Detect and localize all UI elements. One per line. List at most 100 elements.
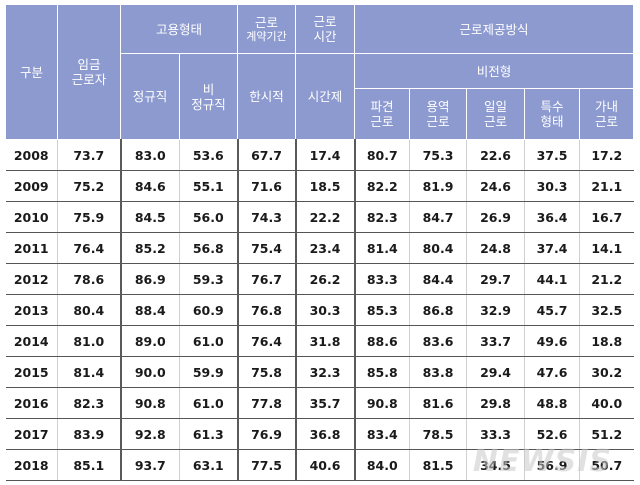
header-regular: 정규직: [120, 53, 180, 140]
cell: 29.7: [466, 263, 525, 295]
cell: 85.3: [353, 294, 410, 326]
cell: 63.1: [178, 449, 238, 481]
cell: 16.7: [579, 201, 634, 233]
cell: 60.9: [178, 294, 238, 326]
cell: 26.9: [466, 201, 525, 233]
cell: 86.8: [409, 294, 467, 326]
header-work-hours: 근로 시간: [295, 4, 356, 54]
header-contract-period: 근로 계약기간: [237, 4, 297, 54]
header-labor-provision: 근로제공방식: [354, 4, 635, 54]
cell: 32.3: [294, 356, 355, 388]
cell: 18.8: [579, 325, 634, 357]
header-dispatched: 파견 근로: [354, 88, 411, 140]
cell: 80.7: [353, 139, 410, 171]
header-outsourced: 용역 근로: [409, 88, 468, 140]
cell: 45.7: [524, 294, 580, 326]
year-cell: 2017: [5, 418, 58, 450]
cell: 49.6: [524, 325, 580, 357]
header-home: 가내 근로: [579, 88, 635, 140]
header-temporary: 한시적: [237, 53, 297, 140]
cell: 37.5: [524, 139, 580, 171]
cell: 76.9: [236, 418, 296, 450]
cell: 33.7: [466, 325, 525, 357]
cell: 84.5: [119, 201, 180, 233]
cell: 22.6: [466, 139, 525, 171]
cell: 86.9: [119, 263, 180, 295]
cell: 83.6: [409, 325, 467, 357]
cell: 59.9: [178, 356, 238, 388]
header-employment-type: 고용형태: [119, 4, 239, 54]
cell: 74.3: [236, 201, 296, 233]
cell: 32.9: [466, 294, 525, 326]
cell: 14.1: [579, 232, 634, 264]
cell: 81.0: [57, 325, 121, 357]
table-row: 2012 78.6 86.9 59.3 76.7 26.2 83.3 84.4 …: [5, 263, 634, 295]
table-header: 구분 임금 근로자 고용형태 근로 계약기간 근로 시간 근로제공방식 정규직: [5, 4, 635, 140]
year-cell: 2014: [5, 325, 58, 357]
cell: 52.6: [524, 418, 580, 450]
cell: 75.3: [409, 139, 467, 171]
cell: 75.2: [57, 170, 121, 202]
header-atypical: 비전형: [354, 53, 635, 89]
year-cell: 2013: [5, 294, 58, 326]
cell: 84.0: [353, 449, 410, 481]
cell: 31.8: [294, 325, 355, 357]
data-table: 구분 임금 근로자 고용형태 근로 계약기간 근로 시간 근로제공방식 정규직: [5, 4, 635, 481]
table-row: 2010 75.9 84.5 56.0 74.3 22.2 82.3 84.7 …: [5, 201, 634, 233]
cell: 75.4: [236, 232, 296, 264]
cell: 50.7: [579, 449, 634, 481]
cell: 78.6: [57, 263, 121, 295]
cell: 81.4: [57, 356, 121, 388]
cell: 56.9: [524, 449, 580, 481]
cell: 83.9: [57, 418, 121, 450]
cell: 85.2: [119, 232, 180, 264]
cell: 21.1: [579, 170, 634, 202]
cell: 81.9: [409, 170, 467, 202]
cell: 48.8: [524, 387, 580, 419]
cell: 55.1: [178, 170, 238, 202]
cell: 75.9: [57, 201, 121, 233]
cell: 17.2: [579, 139, 634, 171]
cell: 30.2: [579, 356, 634, 388]
cell: 81.6: [409, 387, 467, 419]
cell: 73.7: [57, 139, 121, 171]
cell: 47.6: [524, 356, 580, 388]
cell: 30.3: [294, 294, 355, 326]
year-cell: 2016: [5, 387, 58, 419]
header-non-regular: 비 정규직: [178, 53, 239, 140]
cell: 90.8: [353, 387, 410, 419]
cell: 35.7: [294, 387, 355, 419]
cell: 76.8: [236, 294, 296, 326]
cell: 36.4: [524, 201, 580, 233]
cell: 82.2: [353, 170, 410, 202]
table-row: 2015 81.4 90.0 59.9 75.8 32.3 85.8 83.8 …: [5, 356, 634, 388]
cell: 40.6: [294, 449, 355, 481]
cell: 29.4: [466, 356, 525, 388]
cell: 34.5: [466, 449, 525, 481]
table-row: 2017 83.9 92.8 61.3 76.9 36.8 83.4 78.5 …: [5, 418, 634, 450]
table-row: 2014 81.0 89.0 61.0 76.4 31.8 88.6 83.6 …: [5, 325, 634, 357]
cell: 17.4: [294, 139, 355, 171]
watermark-logo: NEWSIS: [472, 444, 612, 479]
cell: 67.7: [236, 139, 296, 171]
cell: 85.8: [353, 356, 410, 388]
cell: 75.8: [236, 356, 296, 388]
cell: 77.5: [236, 449, 296, 481]
cell: 56.8: [178, 232, 238, 264]
cell: 80.4: [409, 232, 467, 264]
cell: 24.6: [466, 170, 525, 202]
year-cell: 2008: [5, 139, 58, 171]
cell: 26.2: [294, 263, 355, 295]
table-row: 2013 80.4 88.4 60.9 76.8 30.3 85.3 86.8 …: [5, 294, 634, 326]
cell: 37.4: [524, 232, 580, 264]
cell: 44.1: [524, 263, 580, 295]
header-wage-worker: 임금 근로자: [57, 4, 121, 140]
cell: 53.6: [178, 139, 238, 171]
cell: 83.4: [353, 418, 410, 450]
year-cell: 2015: [5, 356, 58, 388]
cell: 76.4: [236, 325, 296, 357]
cell: 83.8: [409, 356, 467, 388]
year-cell: 2011: [5, 232, 58, 264]
cell: 51.2: [579, 418, 634, 450]
